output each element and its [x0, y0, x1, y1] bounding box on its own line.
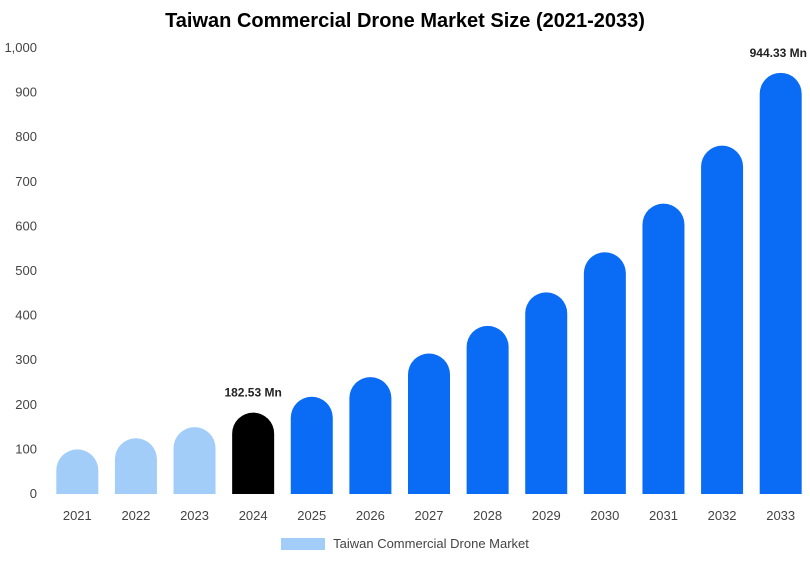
x-tick-label: 2024 [239, 508, 268, 523]
y-tick-label: 800 [15, 129, 37, 144]
x-tick-label: 2025 [297, 508, 326, 523]
x-tick-label: 2029 [532, 508, 561, 523]
bar-2033 [759, 72, 802, 494]
bar-2025 [290, 396, 333, 494]
y-tick-label: 900 [15, 85, 37, 100]
legend-label: Taiwan Commercial Drone Market [333, 536, 529, 551]
bar-2031 [642, 203, 685, 495]
y-axis: 0 100 200 300 400 500 600 700 800 900 1,000 [4, 40, 37, 501]
y-tick-label: 600 [15, 218, 37, 233]
x-tick-label: 2026 [356, 508, 385, 523]
y-tick-label: 0 [30, 486, 37, 501]
bar-2021 [56, 449, 99, 494]
data-labels: 182.53 Mn 944.33 Mn [224, 46, 807, 400]
data-label: 944.33 Mn [750, 46, 807, 60]
bar-2024 [232, 412, 275, 494]
legend: Taiwan Commercial Drone Market [0, 536, 810, 551]
y-tick-label: 700 [15, 174, 37, 189]
y-tick-label: 1,000 [4, 40, 37, 55]
data-label: 182.53 Mn [224, 386, 281, 400]
x-tick-label: 2027 [415, 508, 444, 523]
bar-2022 [114, 438, 157, 494]
x-axis: 2021 2022 2023 2024 2025 2026 2027 2028 2029 2030… [63, 508, 795, 523]
bar-2028 [466, 325, 509, 494]
y-tick-label: 400 [15, 308, 37, 323]
bar-2030 [583, 252, 626, 494]
x-tick-label: 2033 [766, 508, 795, 523]
bar-2027 [408, 353, 450, 494]
bars [56, 72, 802, 495]
legend-swatch [281, 537, 326, 550]
x-tick-label: 2021 [63, 508, 92, 523]
x-tick-label: 2030 [590, 508, 619, 523]
bar-2032 [701, 145, 744, 494]
chart-title: Taiwan Commercial Drone Market Size (202… [165, 10, 645, 32]
bar-2026 [349, 377, 392, 494]
x-tick-label: 2028 [473, 508, 502, 523]
x-tick-label: 2031 [649, 508, 678, 523]
bar-2023 [173, 427, 216, 494]
y-tick-label: 200 [15, 397, 37, 412]
x-tick-label: 2032 [708, 508, 737, 523]
y-tick-label: 100 [15, 441, 37, 456]
y-tick-label: 500 [15, 263, 37, 278]
bar-2029 [525, 292, 568, 494]
x-tick-label: 2022 [121, 508, 150, 523]
x-tick-label: 2023 [180, 508, 209, 523]
y-tick-label: 300 [15, 352, 37, 367]
